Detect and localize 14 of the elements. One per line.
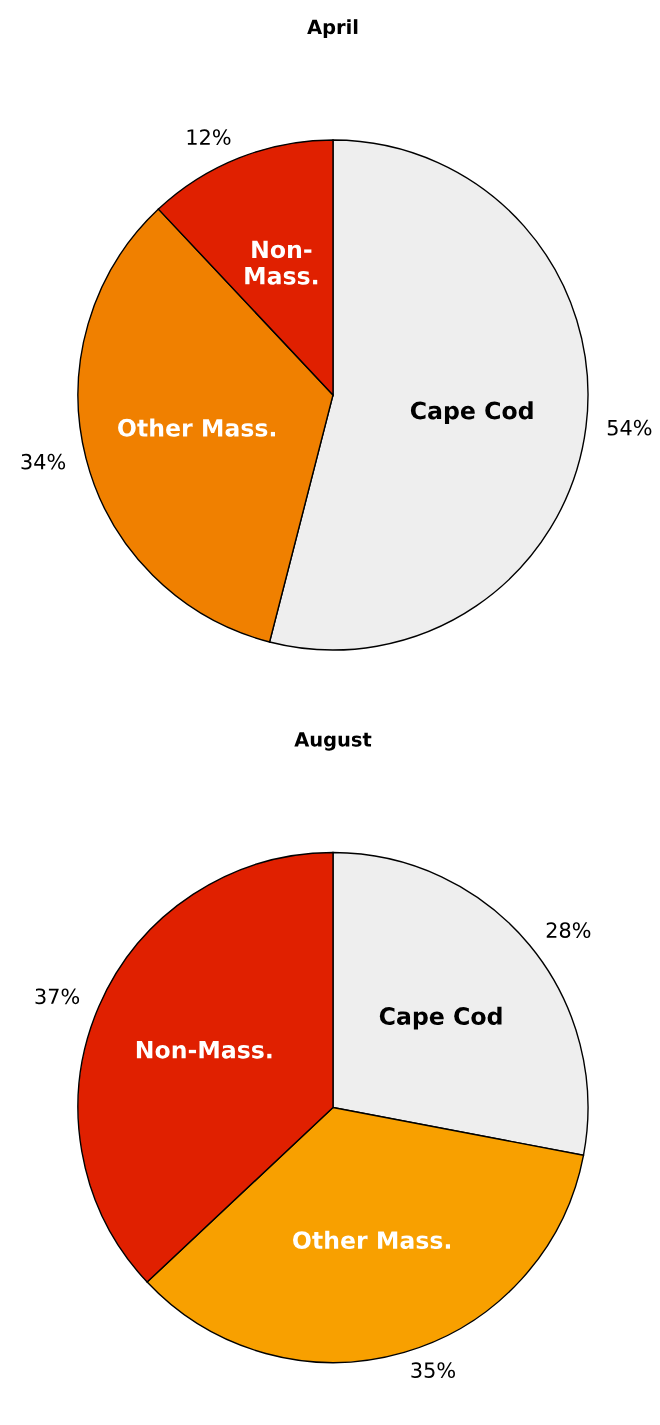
slice-label: Cape Cod xyxy=(410,401,533,424)
chart-title: April xyxy=(307,19,358,38)
data-label: 35% xyxy=(411,1362,455,1379)
data-label: 37% xyxy=(35,988,80,1005)
slice-label: Cape Cod xyxy=(379,1006,502,1030)
slice-label: Non-Mass. xyxy=(136,1041,272,1059)
slice-label: Other Mass. xyxy=(293,1230,450,1250)
slice-label: Non-Mass. xyxy=(245,240,318,285)
data-label: 54% xyxy=(607,419,652,436)
chart-title: August xyxy=(294,732,372,751)
data-label: 12% xyxy=(187,129,231,145)
data-label: 34% xyxy=(21,453,66,470)
data-label: 28% xyxy=(546,922,591,938)
slice-label: Other Mass. xyxy=(118,418,276,437)
